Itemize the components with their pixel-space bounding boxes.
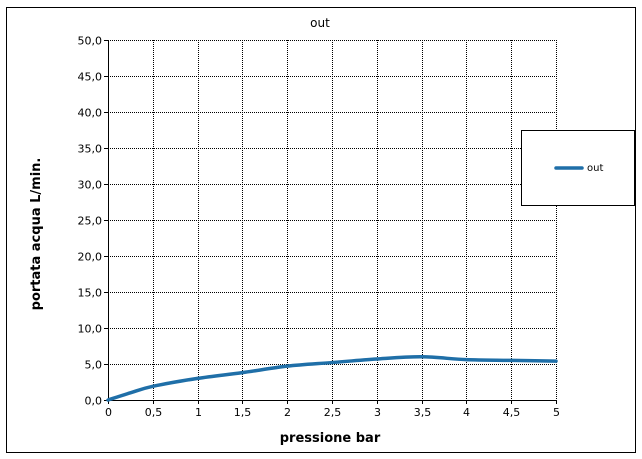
x-tick-label: 4 (463, 406, 470, 419)
gridlines (108, 40, 557, 400)
legend: out (521, 130, 635, 206)
series (106, 355, 558, 402)
y-tick-label: 15,0 (78, 287, 103, 300)
y-tick-label: 50,0 (78, 35, 103, 48)
y-tick-label: 25,0 (78, 215, 103, 228)
x-tick-label: 0,5 (145, 406, 163, 419)
y-tick-label: 20,0 (78, 251, 103, 264)
y-axis-label: portata acqua L/min. (29, 158, 44, 311)
series-line-out (106, 355, 558, 402)
axes (104, 40, 557, 404)
x-tick-label: 2,5 (324, 406, 342, 419)
y-tick-label: 10,0 (78, 323, 103, 336)
legend-label: out (587, 163, 603, 174)
x-tick-label: 5 (553, 406, 560, 419)
x-tick-label: 3,5 (414, 406, 432, 419)
x-tick-label: 1,5 (234, 406, 252, 419)
x-tick-label: 2 (284, 406, 291, 419)
y-tick-label: 5,0 (85, 359, 103, 372)
y-tick-label: 45,0 (78, 71, 103, 84)
y-tick-label: 35,0 (78, 143, 103, 156)
chart-title: out (310, 16, 330, 30)
y-tick-label: 40,0 (78, 107, 103, 120)
x-tick-label: 3 (374, 406, 381, 419)
x-tick-label: 1 (195, 406, 202, 419)
x-axis-label: pressione bar (280, 431, 381, 446)
x-tick-label: 4,5 (503, 406, 521, 419)
x-tick-label: 0 (105, 406, 112, 419)
tick-labels: 0,05,010,015,020,025,030,035,040,045,050… (78, 35, 561, 420)
y-tick-label: 0,0 (85, 395, 103, 408)
chart-outer-border (6, 7, 636, 453)
y-tick-label: 30,0 (78, 179, 103, 192)
